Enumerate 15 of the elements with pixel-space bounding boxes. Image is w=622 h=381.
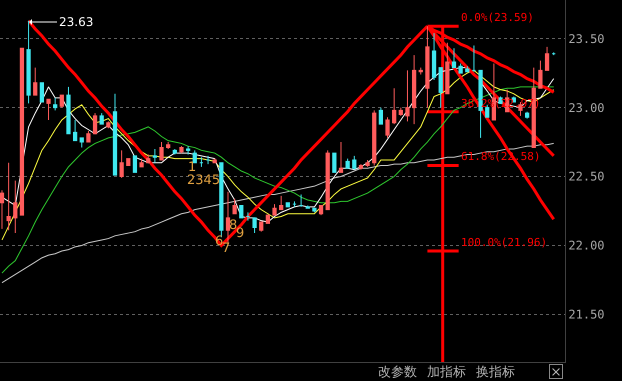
annotation: 9 [236,226,244,241]
annotation: 2345 [187,173,220,188]
y-tick-label: 21.50 [568,308,605,322]
annotation: 1 [188,160,196,175]
annotation: 23.63 [59,15,94,29]
annotation: 7 [222,241,230,256]
text: 改参数 [378,364,417,380]
y-tick-label: 22.50 [568,170,605,184]
y-tick-label: 23.50 [568,32,605,46]
y-tick-label: 22.00 [568,238,605,253]
ref-line-label: 100.0%(21.96) [461,236,548,249]
y-tick-label: 23.00 [568,100,605,115]
text: 换指标 [476,364,515,380]
text: 加指标 [427,364,466,380]
ref-line-label: 0.0%(23.59) [461,11,534,24]
